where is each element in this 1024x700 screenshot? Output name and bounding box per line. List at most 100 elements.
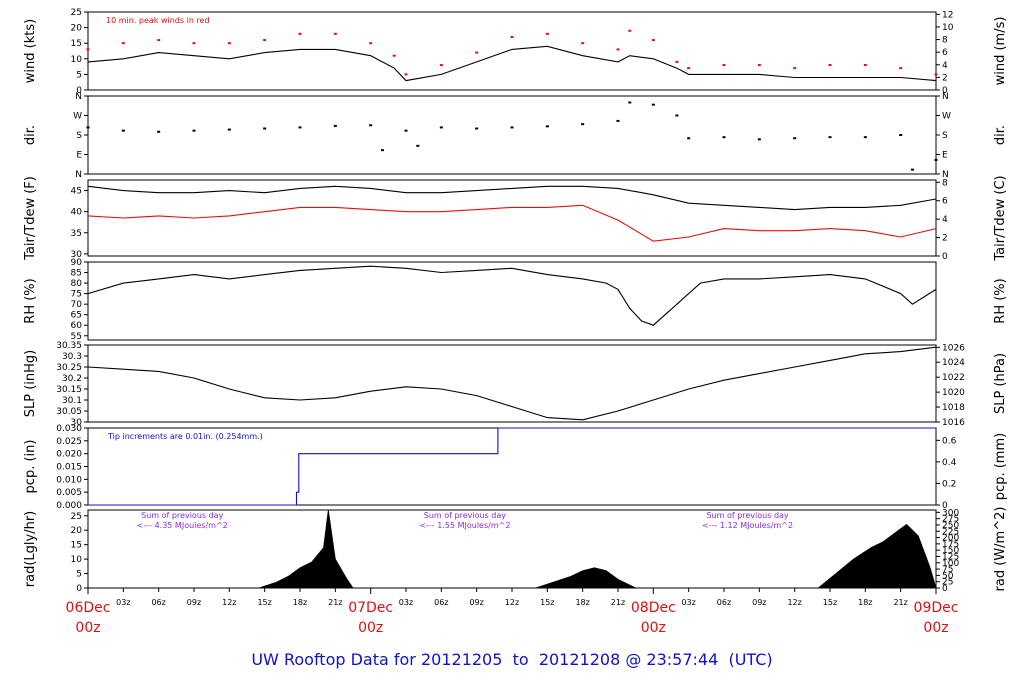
- left-tick-label: 0: [76, 86, 82, 96]
- right-tick-label: 0.6: [942, 436, 957, 446]
- right-tick-label: N: [942, 170, 949, 180]
- right-tick-label: 4: [942, 215, 948, 225]
- data-point: [157, 130, 161, 133]
- right-tick-label: 1026: [942, 343, 965, 353]
- data-point: [616, 48, 620, 51]
- data-point: [722, 64, 726, 67]
- radiation-sum-value: <--- 1.12 MJoules/m^2: [702, 521, 793, 530]
- x-tick-label: 15z: [540, 598, 554, 607]
- data-point: [675, 114, 679, 117]
- left-tick-label: 75: [71, 290, 82, 300]
- data-point: [86, 48, 90, 51]
- data-point: [475, 51, 479, 54]
- data-point: [227, 42, 231, 45]
- data-point: [651, 39, 655, 42]
- y-axis-label-right: Tair/Tdew (C): [993, 175, 1008, 261]
- data-point: [475, 127, 479, 130]
- data-point: [263, 39, 267, 42]
- x-tick-label: 12z: [505, 598, 519, 607]
- right-tick-label: 225: [942, 527, 959, 537]
- right-tick-label: 50: [942, 571, 954, 581]
- chart-title: UW Rooftop Data for 20121205 to 20121208…: [251, 650, 773, 669]
- right-tick-label: 75: [942, 565, 953, 575]
- left-tick-label: 5: [76, 70, 82, 80]
- x-tick-label: 18z: [293, 598, 307, 607]
- data-point: [687, 67, 691, 70]
- left-tick-label: 10: [71, 555, 83, 565]
- left-tick-label: 30: [71, 418, 83, 428]
- x-tick-label: 06z: [434, 598, 448, 607]
- day-label-time: 00z: [358, 620, 383, 636]
- x-tick-label: 12z: [787, 598, 801, 607]
- right-tick-label: 0: [942, 501, 948, 511]
- x-tick-label: 18z: [858, 598, 872, 607]
- panel-rad: 0510152025025507510012515017520022525027…: [23, 507, 1008, 594]
- x-tick-label: 09z: [187, 598, 201, 607]
- left-tick-label: 30.25: [56, 363, 82, 373]
- right-tick-label: 0: [942, 584, 948, 594]
- data-point: [628, 29, 632, 32]
- data-point: [793, 67, 797, 70]
- left-tick-label: 0.025: [56, 437, 82, 447]
- data-point: [227, 128, 231, 131]
- x-tick-label: 21z: [893, 598, 907, 607]
- left-tick-label: 25: [71, 512, 82, 522]
- right-tick-label: 1018: [942, 403, 965, 413]
- right-tick-label: 250: [942, 521, 959, 531]
- data-point: [369, 124, 373, 127]
- y-axis-label: pcp. (in): [23, 440, 38, 494]
- panel-frame: [87, 261, 937, 341]
- left-tick-label: 0.020: [56, 450, 82, 460]
- data-point: [757, 138, 761, 141]
- data-point: [121, 42, 125, 45]
- right-tick-label: 4: [942, 61, 948, 71]
- series-line: [87, 45, 937, 82]
- data-point: [793, 137, 797, 140]
- y-axis-label: RH (%): [23, 278, 38, 323]
- data-point: [404, 73, 408, 76]
- day-label-time: 00z: [75, 620, 100, 636]
- y-axis-label-right: pcp. (mm): [993, 433, 1008, 500]
- radiation-sum-label: Sum of previous day: [141, 511, 223, 520]
- left-tick-label: 0: [76, 584, 82, 594]
- right-tick-label: 2: [942, 234, 948, 244]
- x-tick-label: 21z: [611, 598, 625, 607]
- left-tick-label: 40: [71, 208, 83, 218]
- data-point: [899, 134, 903, 136]
- series-line: [87, 265, 937, 326]
- left-tick-label: 0.000: [56, 501, 82, 511]
- right-tick-label: 0: [942, 252, 948, 262]
- x-tick-label: 03z: [116, 598, 130, 607]
- panel-annotation: Tip increments are 0.01in. (0.254mm.): [107, 432, 263, 441]
- data-point: [616, 119, 620, 122]
- right-tick-label: 25: [942, 578, 953, 588]
- left-tick-label: 35: [71, 229, 82, 239]
- day-label-time: 00z: [923, 620, 948, 636]
- x-tick-label: 12z: [222, 598, 236, 607]
- day-label-date: 09Dec: [914, 600, 959, 616]
- panel-frame: [87, 11, 937, 91]
- data-point: [545, 125, 549, 128]
- data-point: [934, 73, 938, 76]
- left-tick-label: 20: [71, 526, 83, 536]
- data-point: [121, 129, 125, 132]
- left-tick-label: 65: [71, 311, 82, 321]
- left-tick-label: 30.2: [62, 374, 82, 384]
- day-label-date: 07Dec: [348, 600, 393, 616]
- right-tick-label: 275: [942, 515, 959, 525]
- right-tick-label: 6: [942, 48, 948, 58]
- y-axis-label-right: dir.: [993, 125, 1008, 145]
- data-point: [687, 137, 691, 140]
- data-point: [545, 32, 549, 35]
- y-axis-label: wind (kts): [23, 19, 38, 83]
- right-tick-label: 6: [942, 197, 948, 207]
- x-tick-label: 06z: [151, 598, 165, 607]
- left-tick-label: N: [75, 170, 82, 180]
- left-tick-label: 0.005: [56, 488, 82, 498]
- series-line: [87, 346, 937, 421]
- data-point: [863, 64, 867, 67]
- data-point: [510, 35, 514, 38]
